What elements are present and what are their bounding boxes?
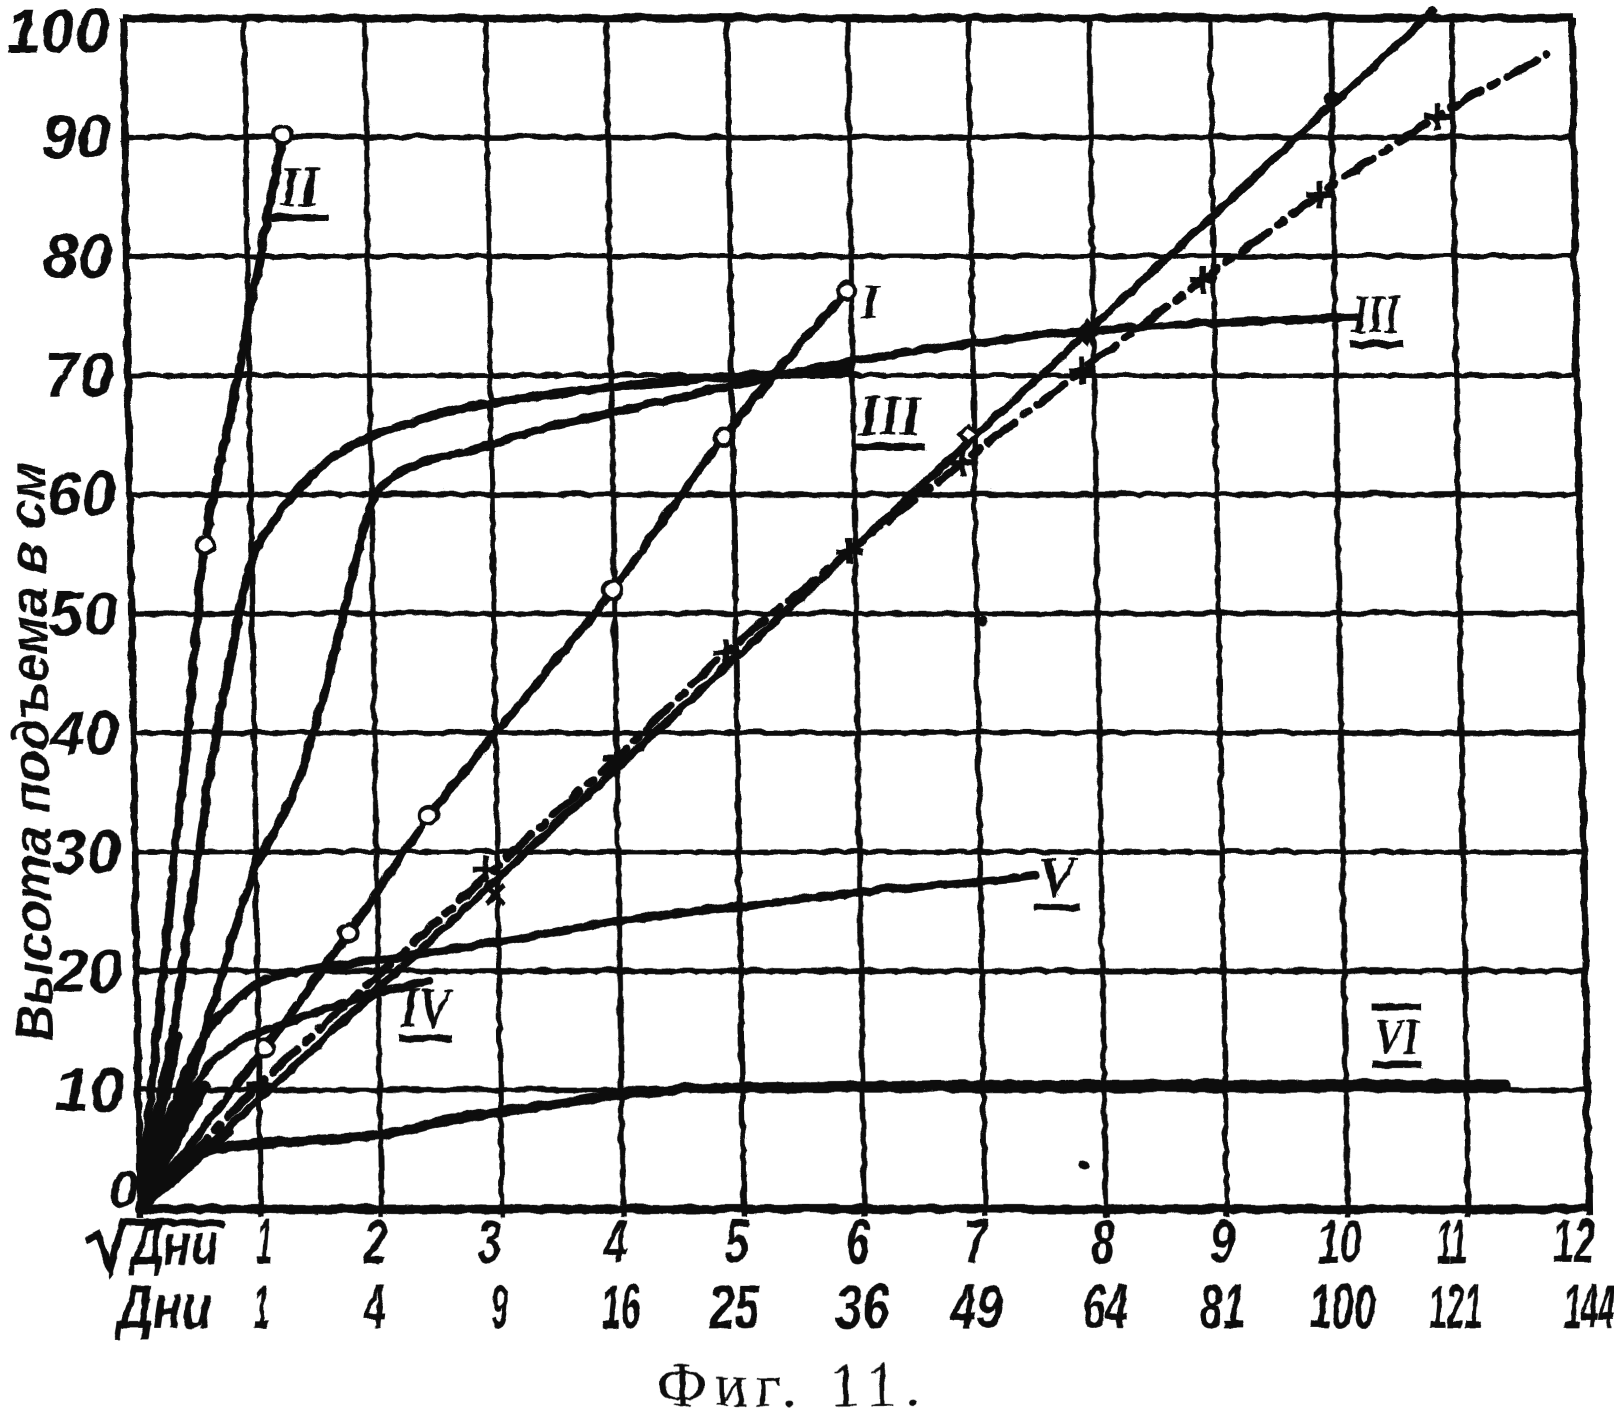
svg-text:7: 7	[962, 1207, 989, 1276]
svg-text:VI: VI	[1373, 1007, 1419, 1063]
svg-text:30: 30	[50, 817, 120, 886]
svg-text:20: 20	[51, 936, 122, 1005]
svg-text:10: 10	[1316, 1207, 1360, 1276]
svg-text:64: 64	[1081, 1272, 1127, 1341]
svg-text:12: 12	[1550, 1207, 1594, 1276]
svg-text:80: 80	[42, 221, 112, 290]
svg-text:10: 10	[54, 1055, 124, 1124]
svg-text:11: 11	[1435, 1207, 1466, 1276]
svg-text:V: V	[1035, 843, 1079, 908]
svg-text:2: 2	[361, 1207, 387, 1276]
svg-text:81: 81	[1198, 1272, 1245, 1341]
svg-text:25: 25	[707, 1272, 761, 1341]
svg-text:3: 3	[476, 1207, 501, 1276]
svg-text:60: 60	[45, 459, 115, 528]
svg-text:III: III	[856, 382, 922, 447]
svg-text:36: 36	[834, 1272, 888, 1341]
svg-text:50: 50	[47, 579, 117, 648]
svg-text:IV: IV	[398, 974, 453, 1039]
svg-text:Фиг. 11.: Фиг. 11.	[656, 1351, 928, 1414]
svg-text:100: 100	[1308, 1272, 1375, 1341]
svg-text:0: 0	[107, 1160, 137, 1218]
svg-text:16: 16	[599, 1272, 639, 1341]
svg-text:5: 5	[723, 1207, 749, 1276]
svg-text:9: 9	[489, 1272, 507, 1341]
svg-text:100: 100	[4, 0, 108, 65]
svg-text:40: 40	[47, 698, 119, 767]
svg-text:8: 8	[1089, 1207, 1114, 1276]
svg-text:II: II	[277, 153, 321, 218]
svg-text:4: 4	[601, 1207, 627, 1276]
svg-text:144: 144	[1562, 1272, 1614, 1341]
svg-text:1: 1	[252, 1272, 269, 1341]
svg-text:Дни: Дни	[111, 1272, 211, 1341]
svg-text:121: 121	[1427, 1272, 1481, 1341]
svg-text:III: III	[1350, 283, 1401, 345]
svg-text:49: 49	[947, 1272, 1002, 1341]
svg-text:I: I	[858, 272, 881, 328]
svg-text:1: 1	[255, 1207, 272, 1276]
svg-text:4: 4	[361, 1272, 385, 1341]
svg-text:70: 70	[44, 340, 114, 409]
svg-text:6: 6	[844, 1207, 869, 1276]
svg-text:9: 9	[1208, 1207, 1234, 1276]
svg-text:90: 90	[40, 102, 110, 171]
svg-text:Высота подъема в см: Высота подъема в см	[0, 461, 64, 1041]
